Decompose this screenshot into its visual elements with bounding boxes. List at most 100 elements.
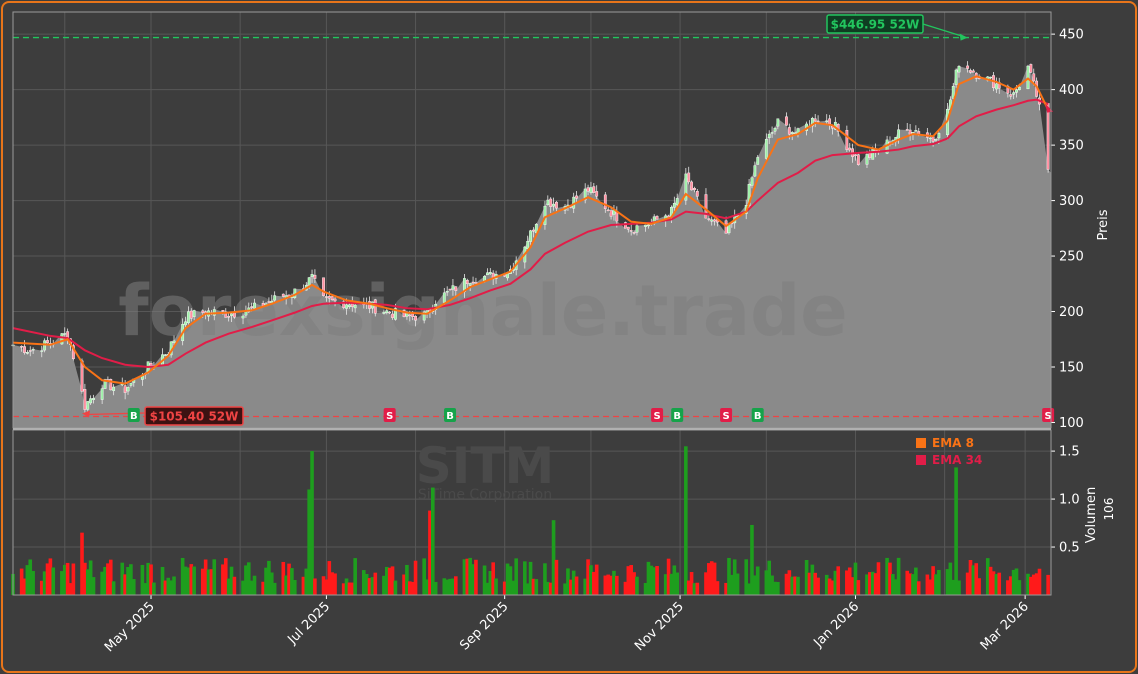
volume-bar-up — [985, 558, 990, 595]
signal-label: B — [446, 411, 454, 422]
volume-bar-up — [505, 563, 510, 595]
volume-bar-down — [22, 578, 27, 595]
volume-bar-up — [284, 575, 288, 595]
volume-bar-down — [1029, 576, 1033, 595]
candle-up — [750, 177, 754, 186]
volume-bar-down — [813, 572, 818, 595]
x-tick-label: Jan 2026 — [810, 599, 862, 651]
volume-bar-down — [203, 559, 208, 595]
low-52w-label-box — [144, 406, 244, 426]
candle-up — [764, 138, 768, 159]
volume-bar-up — [85, 569, 90, 595]
volume-bar-up — [523, 561, 527, 595]
high-52w-label: $446.95 52W — [831, 18, 920, 32]
candle-down — [330, 296, 334, 300]
candle-down — [905, 129, 909, 131]
candle-up — [422, 311, 426, 321]
volume-bar-down — [836, 566, 841, 595]
volume-bar-up — [91, 577, 96, 595]
volume-bar-up — [534, 579, 539, 595]
candle-up — [756, 157, 760, 165]
candle-down — [454, 286, 458, 291]
volume-bar-down — [341, 583, 346, 595]
volume-bar-down — [502, 581, 507, 595]
volume-bar-down — [689, 572, 694, 595]
volume-bar-down — [261, 581, 265, 595]
candle-up — [468, 283, 472, 286]
volume-bar-down — [888, 562, 892, 595]
volume-bar-up — [945, 569, 950, 595]
legend-swatch — [916, 455, 926, 465]
volume-bar-up — [796, 576, 800, 595]
volume-bar-down — [232, 576, 237, 595]
volume-bar-up — [269, 572, 274, 595]
candle-up — [103, 379, 107, 389]
volume-bar-down — [707, 563, 711, 595]
candle-down — [868, 152, 872, 158]
volume-bar-up — [750, 524, 754, 595]
volume-bar-up — [272, 582, 277, 595]
volume-bar-up — [583, 578, 587, 595]
signal-label: B — [673, 411, 681, 422]
candle-down — [687, 172, 691, 183]
candle-down — [966, 65, 970, 69]
volume-bar-up — [370, 577, 375, 595]
candle-up — [770, 132, 774, 134]
volume-bar-up — [546, 581, 550, 595]
volume-bar-down — [925, 574, 930, 595]
volume-bar-down — [1006, 580, 1010, 595]
volume-bar-down — [390, 566, 395, 595]
volume-bar-up — [824, 574, 829, 595]
volume-bar-up — [146, 562, 150, 595]
volume-tick-label: 1.0 — [1059, 493, 1080, 508]
volume-bar-down — [106, 563, 110, 595]
volume-bar-down — [189, 564, 194, 595]
volume-tick-label: 1.5 — [1059, 445, 1080, 460]
volume-bar-up — [304, 568, 309, 595]
volume-bar-down — [655, 566, 659, 595]
volume-bar-down — [905, 570, 910, 595]
volume-bar-up — [675, 572, 680, 595]
volume-bar-down — [592, 571, 596, 595]
candle-down — [149, 363, 153, 366]
candle-down — [1046, 103, 1050, 170]
volume-bar-up — [353, 558, 357, 595]
candle-down — [333, 298, 337, 302]
candle-up — [957, 66, 961, 73]
volume-bar-up — [62, 564, 67, 595]
volume-bar-up — [433, 582, 438, 595]
candle-down — [615, 211, 619, 222]
volume-bar-up — [485, 582, 490, 595]
candle-down — [1009, 94, 1013, 97]
volume-bar-up — [100, 571, 104, 595]
candle-down — [707, 218, 711, 220]
volume-bar-down — [787, 570, 792, 595]
volume-bar-up — [1011, 569, 1016, 595]
volume-bar-up — [954, 467, 958, 595]
legend-swatch — [916, 438, 926, 448]
volume-bar-down — [347, 582, 352, 595]
candle-up — [790, 132, 794, 134]
candle-down — [408, 314, 412, 317]
candle-down — [322, 277, 325, 296]
volume-bar-up — [264, 567, 268, 595]
candle-up — [184, 321, 187, 326]
candle-down — [595, 191, 599, 197]
candle-up — [382, 311, 386, 314]
volume-bar-up — [971, 565, 976, 595]
volume-bar-down — [868, 572, 872, 595]
volume-bar-down — [712, 562, 717, 595]
volume-watermark-symbol: SITM — [416, 437, 554, 495]
volume-bar-up — [525, 583, 530, 595]
volume-axis-label: Volumen — [1084, 487, 1099, 544]
volume-bar-up — [663, 574, 668, 595]
volume-bar-up — [747, 583, 751, 595]
volume-unit-label: 106 — [1102, 498, 1116, 521]
volume-bar-down — [850, 577, 855, 595]
volume-bar-down — [827, 578, 832, 595]
candle-down — [224, 311, 228, 318]
candle-up — [1012, 92, 1016, 95]
candle-down — [471, 281, 475, 284]
volume-bar-up — [364, 573, 369, 595]
